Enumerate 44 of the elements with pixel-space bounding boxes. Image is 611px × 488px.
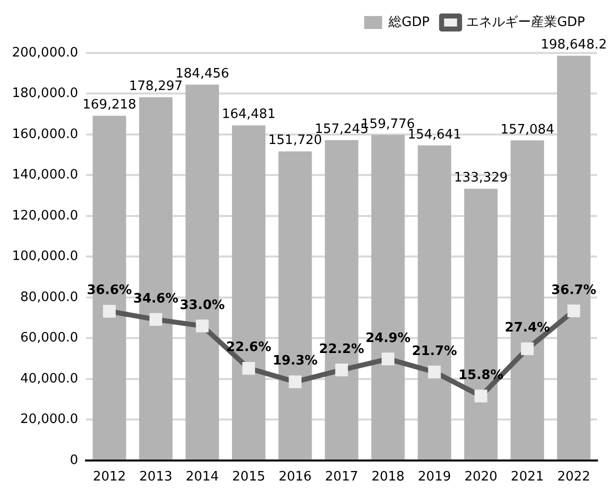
data-label: 19.3% <box>272 354 318 369</box>
data-label: 36.6% <box>86 283 132 298</box>
y-tick-label: 160,000.0 <box>12 126 78 142</box>
y-tick-label: 40,000.0 <box>20 371 78 386</box>
x-tick-label: 2014 <box>186 470 219 485</box>
y-tick-label: 200,000.0 <box>12 45 78 60</box>
y-tick-label: 140,000.0 <box>12 168 78 183</box>
legend-label: 総GDP <box>388 14 430 30</box>
x-tick-label: 2012 <box>92 470 126 485</box>
data-label: 22.2% <box>319 342 364 357</box>
y-tick-label: 20,000.0 <box>20 412 78 428</box>
data-label: 154,641 <box>408 127 462 142</box>
data-label: 198,648.2 <box>540 38 607 53</box>
data-label: 36.7% <box>551 282 596 298</box>
data-label: 151,720 <box>268 133 322 148</box>
data-label: 157,084 <box>500 122 554 138</box>
data-label: 22.6% <box>226 340 272 356</box>
data-label: 184,456 <box>175 66 230 82</box>
data-label: 24.9% <box>365 330 411 346</box>
data-label: 133,329 <box>454 170 508 186</box>
y-tick-label: 100,000.0 <box>12 249 78 264</box>
data-label: 33.0% <box>180 298 225 313</box>
y-tick-label: 80,000.0 <box>20 290 78 305</box>
x-tick-label: 2019 <box>418 470 452 485</box>
y-tick-label: 180,000.0 <box>12 86 78 102</box>
y-tick-label: 120,000.0 <box>12 208 78 224</box>
data-label: 21.7% <box>412 344 458 359</box>
y-tick-label: 60,000.0 <box>20 330 78 346</box>
x-tick-label: 2016 <box>278 470 312 485</box>
data-label: 169,218 <box>82 98 136 113</box>
x-tick-label: 2015 <box>232 470 266 485</box>
x-tick-label: 2021 <box>510 470 544 485</box>
x-tick-label: 2022 <box>557 470 590 485</box>
data-label: 178,297 <box>128 79 183 94</box>
data-label: 27.4% <box>504 320 550 336</box>
x-tick-label: 2017 <box>325 470 358 485</box>
data-label: 15.8% <box>458 368 504 383</box>
data-label: 164,481 <box>222 107 276 122</box>
x-tick-label: 2013 <box>139 470 172 485</box>
data-label: 34.6% <box>133 291 178 306</box>
y-tick-label: 0 <box>70 452 78 468</box>
legend-label: エネルギー産業GDP <box>466 14 586 30</box>
x-tick-label: 2018 <box>371 470 405 485</box>
x-tick-label: 2020 <box>464 470 498 485</box>
